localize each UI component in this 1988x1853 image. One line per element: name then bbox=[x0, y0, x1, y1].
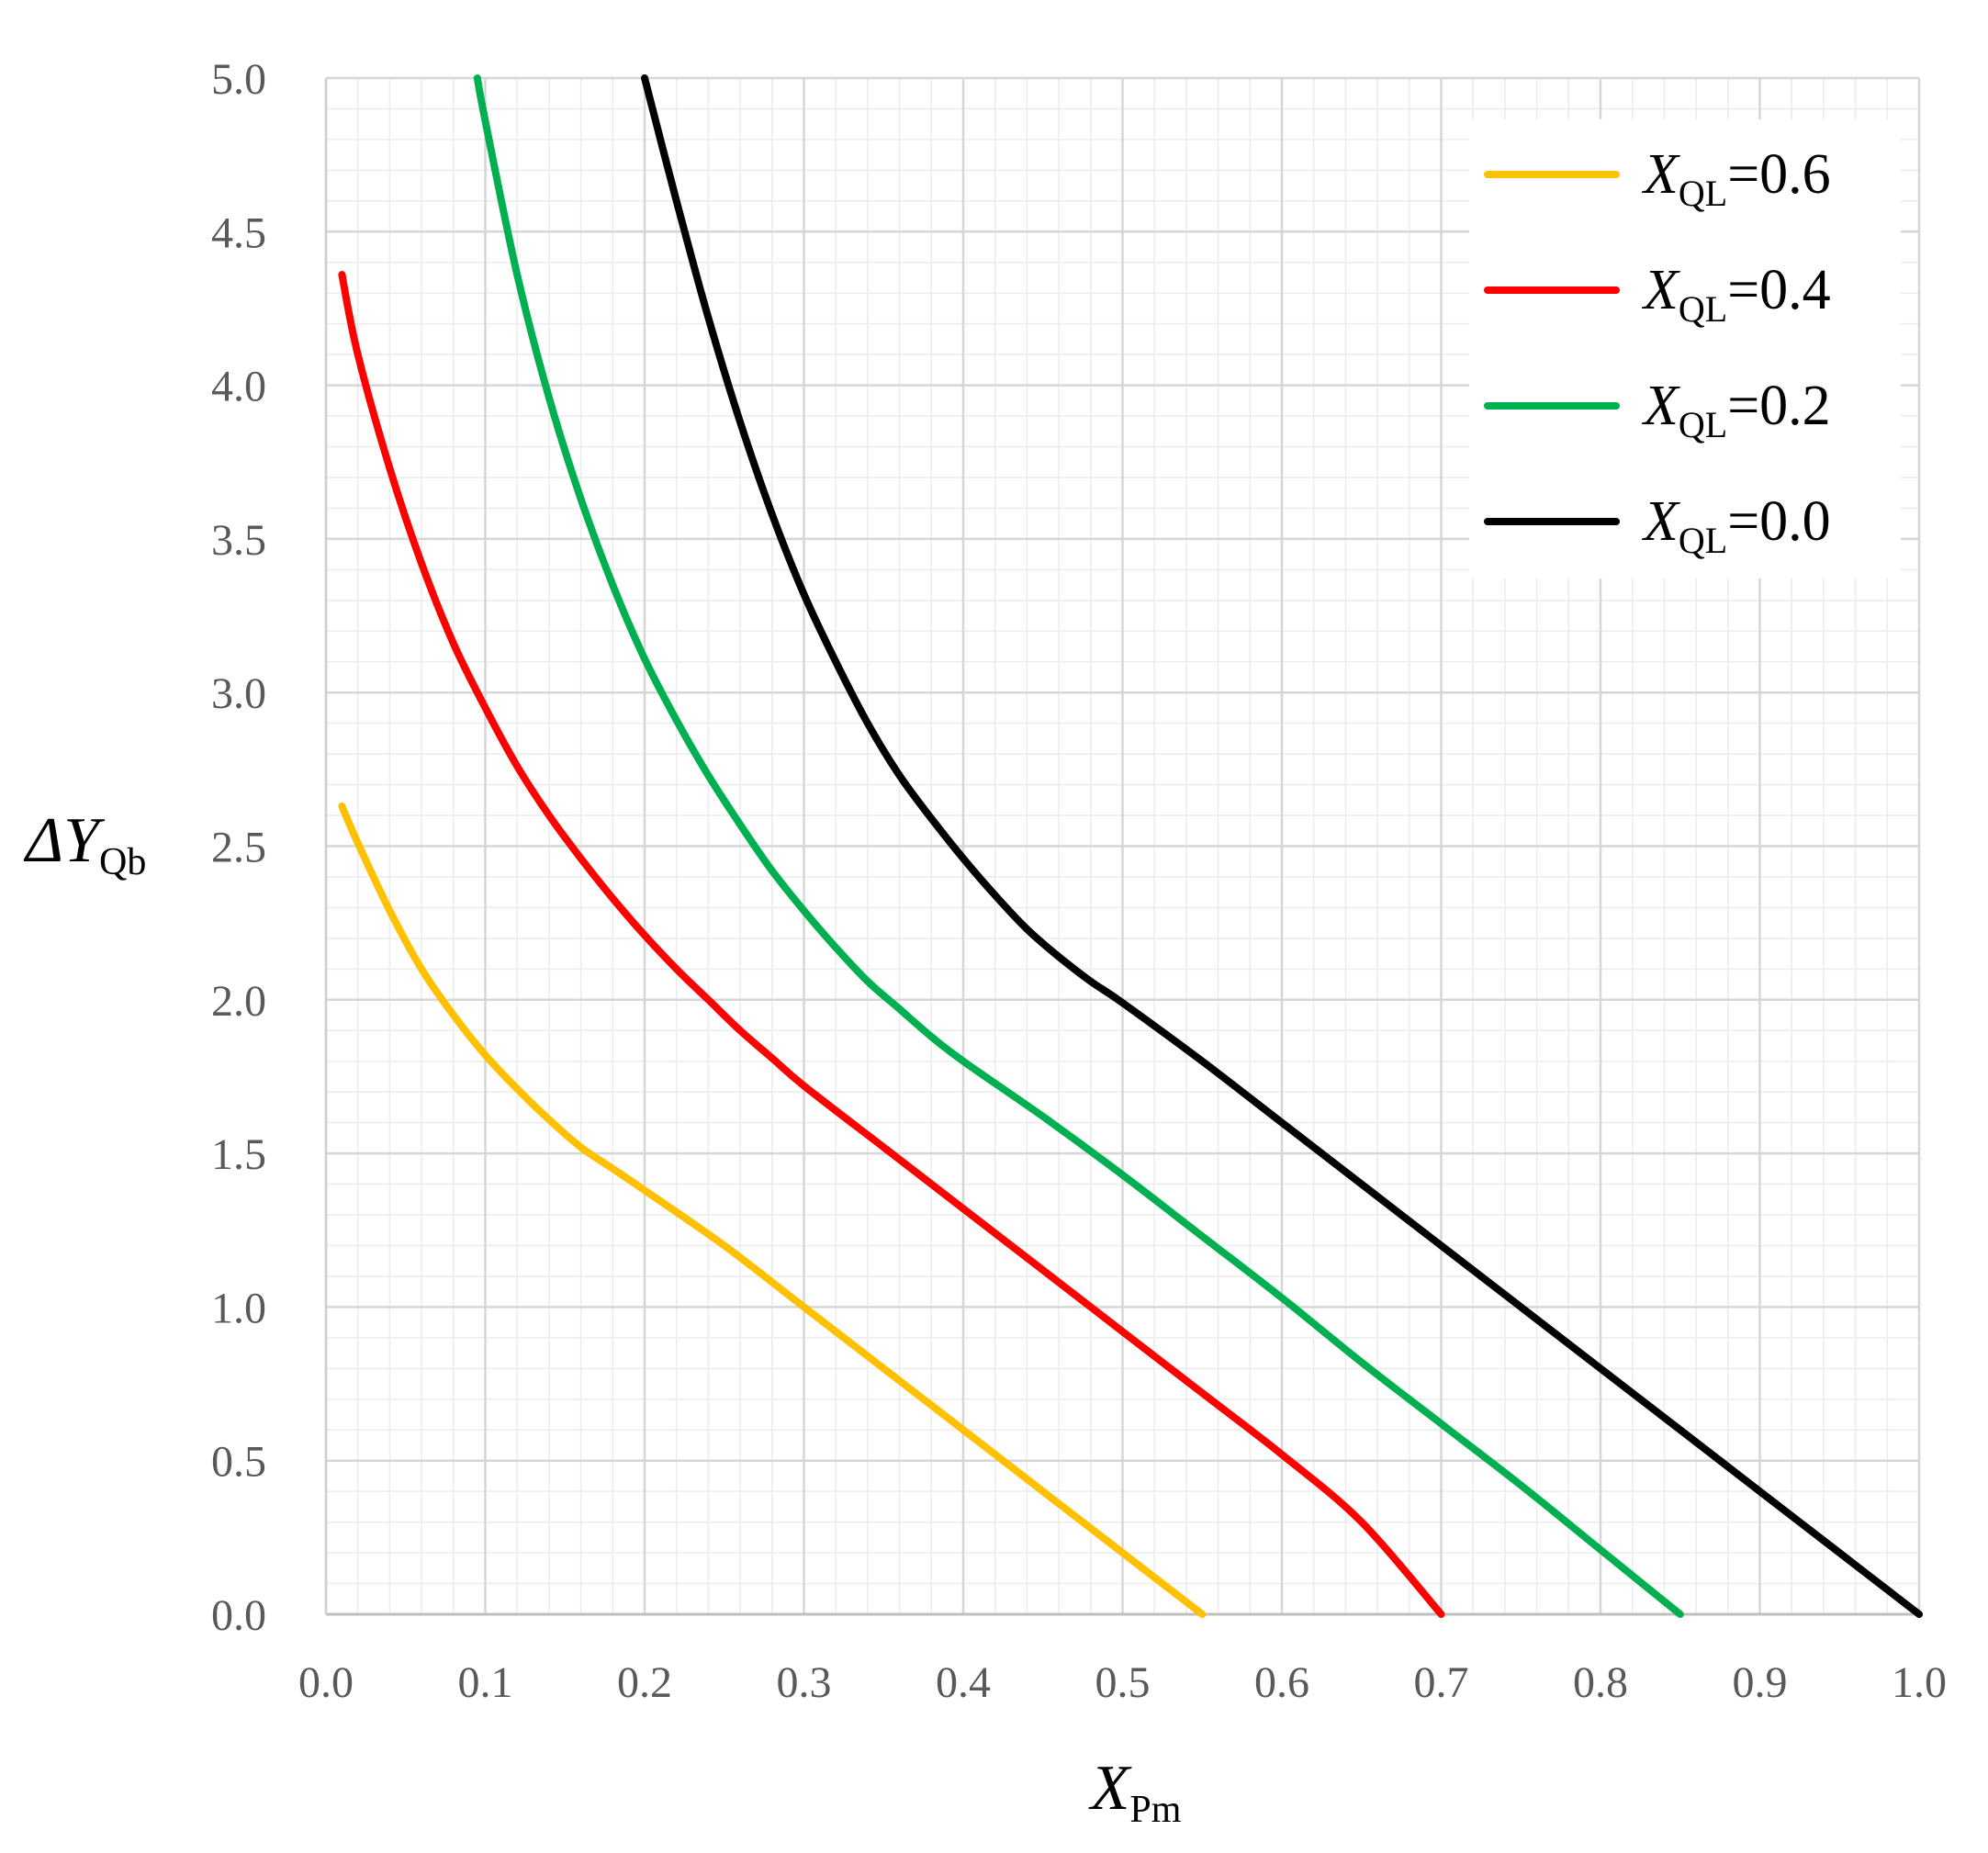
series-line-0 bbox=[338, 803, 1207, 1618]
x-tick-label: 0.3 bbox=[777, 1658, 832, 1707]
legend-label-value: =0.4 bbox=[1727, 259, 1830, 321]
x-tick-label: 0.8 bbox=[1573, 1658, 1628, 1707]
legend-label-var: X bbox=[1641, 490, 1680, 553]
y-axis-label-sub: Qb bbox=[99, 841, 146, 883]
series-line-1 bbox=[338, 271, 1445, 1618]
y-tick-label: 2.0 bbox=[211, 977, 266, 1026]
y-tick-label: 1.5 bbox=[211, 1130, 266, 1179]
y-tick-label: 3.0 bbox=[211, 669, 266, 718]
y-tick-label: 1.0 bbox=[211, 1284, 266, 1332]
legend-label-var: X bbox=[1641, 259, 1680, 321]
legend-label-1: XQL=0.4 bbox=[1641, 259, 1831, 330]
x-tick-label: 0.1 bbox=[458, 1658, 513, 1707]
legend-label-value: =0.6 bbox=[1727, 143, 1830, 206]
y-tick-label: 3.5 bbox=[211, 516, 266, 565]
legend-label-3: XQL=0.0 bbox=[1641, 490, 1831, 561]
legend-label-sub: QL bbox=[1679, 520, 1727, 561]
y-axis-label: ΔYQb bbox=[23, 805, 146, 883]
y-tick-label: 4.5 bbox=[211, 208, 266, 257]
x-tick-label: 0.7 bbox=[1414, 1658, 1469, 1707]
legend-label-0: XQL=0.6 bbox=[1641, 143, 1831, 214]
x-axis-label-main: X bbox=[1088, 1753, 1133, 1824]
x-tick-label: 0.9 bbox=[1733, 1658, 1788, 1707]
y-tick-label: 0.5 bbox=[211, 1438, 266, 1487]
y-tick-label: 4.0 bbox=[211, 363, 266, 411]
legend-label-sub: QL bbox=[1679, 404, 1727, 445]
x-tick-label: 1.0 bbox=[1892, 1658, 1947, 1707]
legend-label-2: XQL=0.2 bbox=[1641, 375, 1831, 445]
legend-label-var: X bbox=[1641, 375, 1680, 437]
legend-label-var: X bbox=[1641, 143, 1680, 206]
x-tick-label: 0.5 bbox=[1095, 1658, 1151, 1707]
legend-label-sub: QL bbox=[1679, 288, 1727, 330]
y-tick-label: 0.0 bbox=[211, 1591, 266, 1640]
x-axis-label: XPm bbox=[1088, 1753, 1182, 1831]
y-tick-labels: 0.0 0.5 1.0 1.5 2.0 2.5 3.0 3.5 4.0 4.5 5.0 bbox=[211, 55, 266, 1640]
y-tick-label: 2.5 bbox=[211, 824, 266, 872]
y-tick-label: 5.0 bbox=[211, 55, 266, 104]
legend-label-value: =0.2 bbox=[1727, 375, 1830, 437]
x-tick-labels: 0.0 0.1 0.2 0.3 0.4 0.5 0.6 0.7 0.8 0.9 1.0 bbox=[298, 1658, 1947, 1707]
x-tick-label: 0.4 bbox=[936, 1658, 991, 1707]
series-line-3 bbox=[641, 74, 1923, 1618]
y-axis-label-main: ΔY bbox=[23, 805, 106, 876]
x-tick-label: 0.6 bbox=[1254, 1658, 1309, 1707]
x-tick-label: 0.0 bbox=[298, 1658, 354, 1707]
legend-label-value: =0.0 bbox=[1727, 490, 1830, 553]
legend-label-sub: QL bbox=[1679, 173, 1727, 214]
legend-background bbox=[1469, 119, 1901, 578]
x-axis-label-sub: Pm bbox=[1129, 1789, 1181, 1831]
series-line-2 bbox=[473, 74, 1684, 1618]
x-tick-label: 0.2 bbox=[617, 1658, 672, 1707]
series-lines bbox=[338, 74, 1923, 1618]
axes bbox=[324, 78, 1919, 1616]
